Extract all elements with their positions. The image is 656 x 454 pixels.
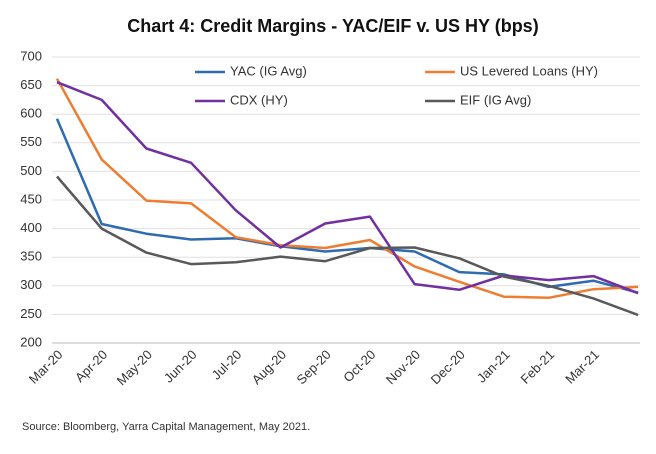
- y-tick-label: 300: [20, 277, 42, 292]
- y-tick-label: 450: [20, 191, 42, 206]
- source-note: Source: Bloomberg, Yarra Capital Managem…: [22, 421, 310, 433]
- y-tick-label: 650: [20, 77, 42, 92]
- x-tick-label: May-20: [114, 347, 155, 388]
- x-tick-label: Sep-20: [294, 347, 334, 387]
- legend-label: US Levered Loans (HY): [460, 63, 598, 78]
- series-line: [56, 175, 639, 317]
- x-tick-label: Nov-20: [383, 347, 423, 387]
- y-tick-label: 250: [20, 306, 42, 321]
- x-tick-label: Jun-20: [161, 347, 200, 386]
- y-tick-label: 600: [20, 106, 42, 121]
- x-tick-label: Aug-20: [249, 347, 289, 387]
- x-tick-label: Oct-20: [340, 347, 378, 385]
- x-tick-label: Mar-20: [26, 347, 66, 387]
- y-tick-label: 200: [20, 334, 42, 349]
- y-tick-label: 500: [20, 163, 42, 178]
- x-tick-label: Dec-20: [428, 347, 468, 387]
- y-tick-label: 400: [20, 220, 42, 235]
- x-tick-label: Jul-20: [209, 347, 245, 383]
- legend-label: CDX (HY): [230, 92, 288, 107]
- x-tick-label: Apr-20: [72, 347, 110, 385]
- legend-label: YAC (IG Avg): [230, 63, 307, 78]
- legend-label: EIF (IG Avg): [460, 92, 531, 107]
- y-tick-label: 550: [20, 134, 42, 149]
- x-tick-label: Mar-21: [562, 347, 602, 387]
- series-line: [55, 78, 639, 300]
- y-tick-label: 700: [20, 48, 42, 63]
- chart-title: Chart 4: Credit Margins - YAC/EIF v. US …: [127, 16, 538, 36]
- x-tick-label: Feb-21: [518, 347, 558, 387]
- series-line: [56, 81, 639, 295]
- y-tick-label: 350: [20, 249, 42, 264]
- x-tick-label: Jan-21: [474, 347, 513, 386]
